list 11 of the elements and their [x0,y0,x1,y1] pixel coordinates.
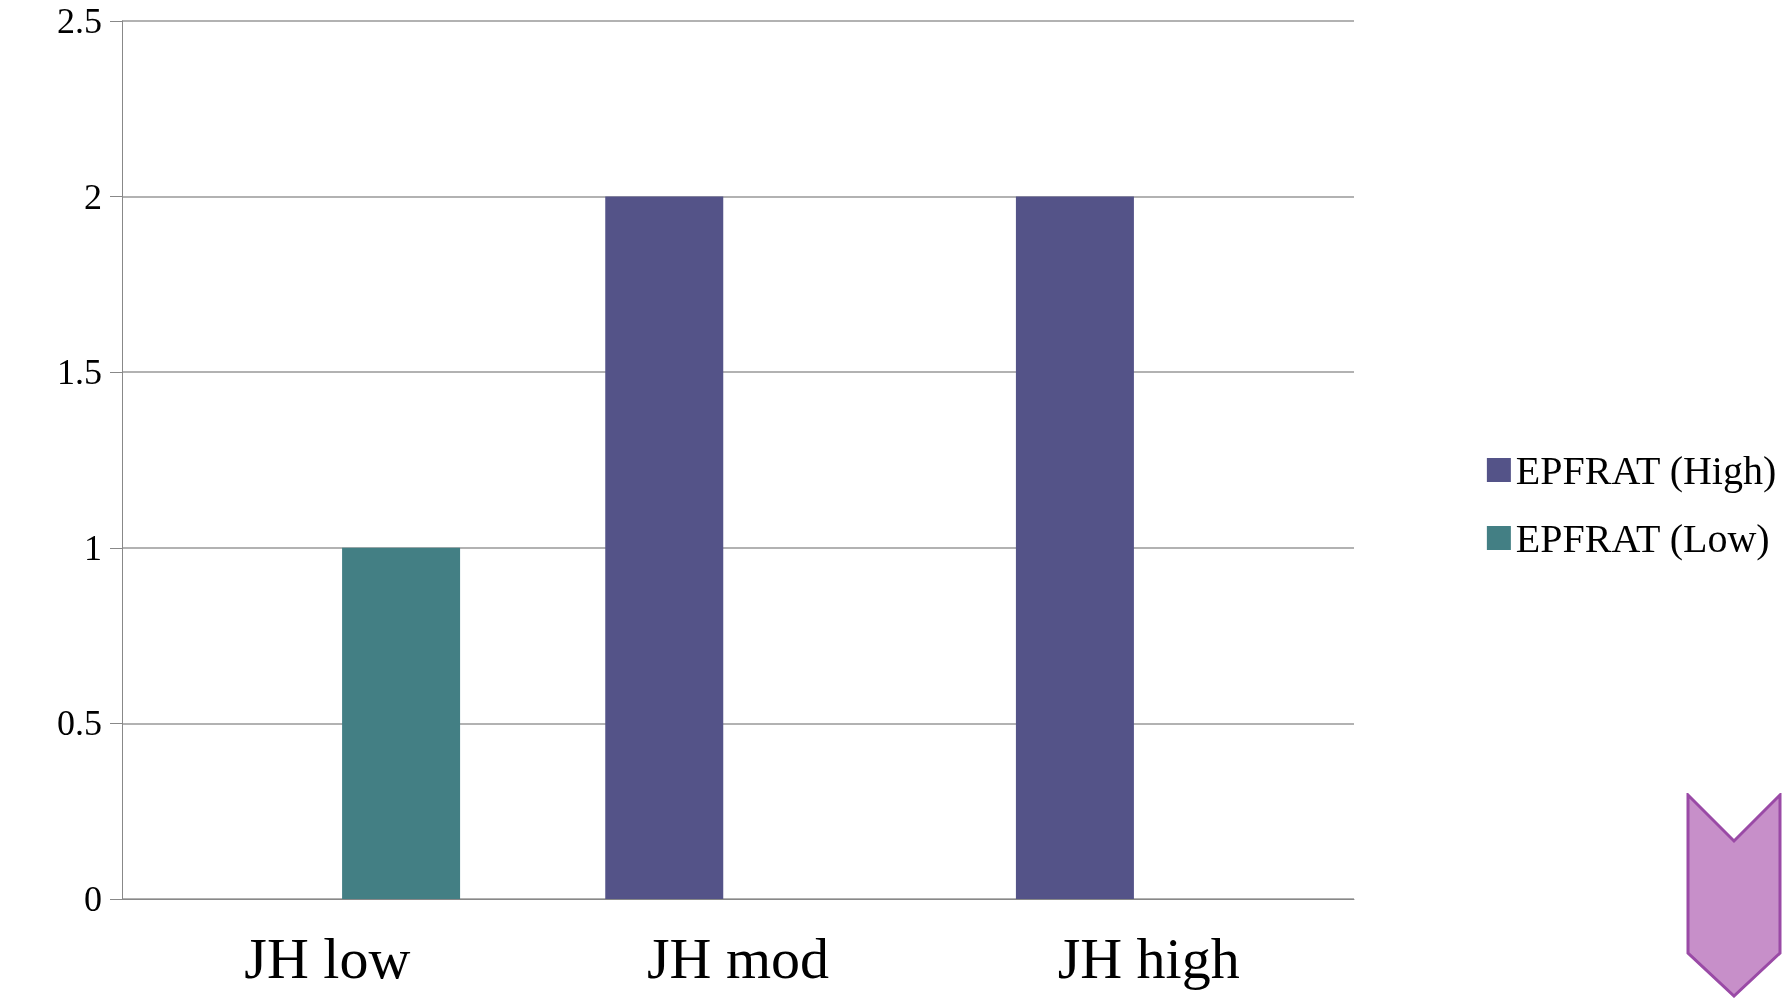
x-tick-label: JH high [1057,925,1240,991]
y-tick-label: 1.5 [57,352,102,393]
x-tick-label: JH mod [646,925,830,991]
legend-label: EPFRAT (High) [1515,447,1777,493]
y-tick-label: 2 [84,176,102,217]
y-tick-label: 0.5 [57,703,102,744]
x-tick-label: JH low [244,925,411,991]
legend-label: EPFRAT (Low) [1515,515,1770,561]
y-tick-label: 1 [84,527,102,568]
y-tick-label: 0 [84,879,102,919]
y-tick-label: 2.5 [57,1,102,41]
